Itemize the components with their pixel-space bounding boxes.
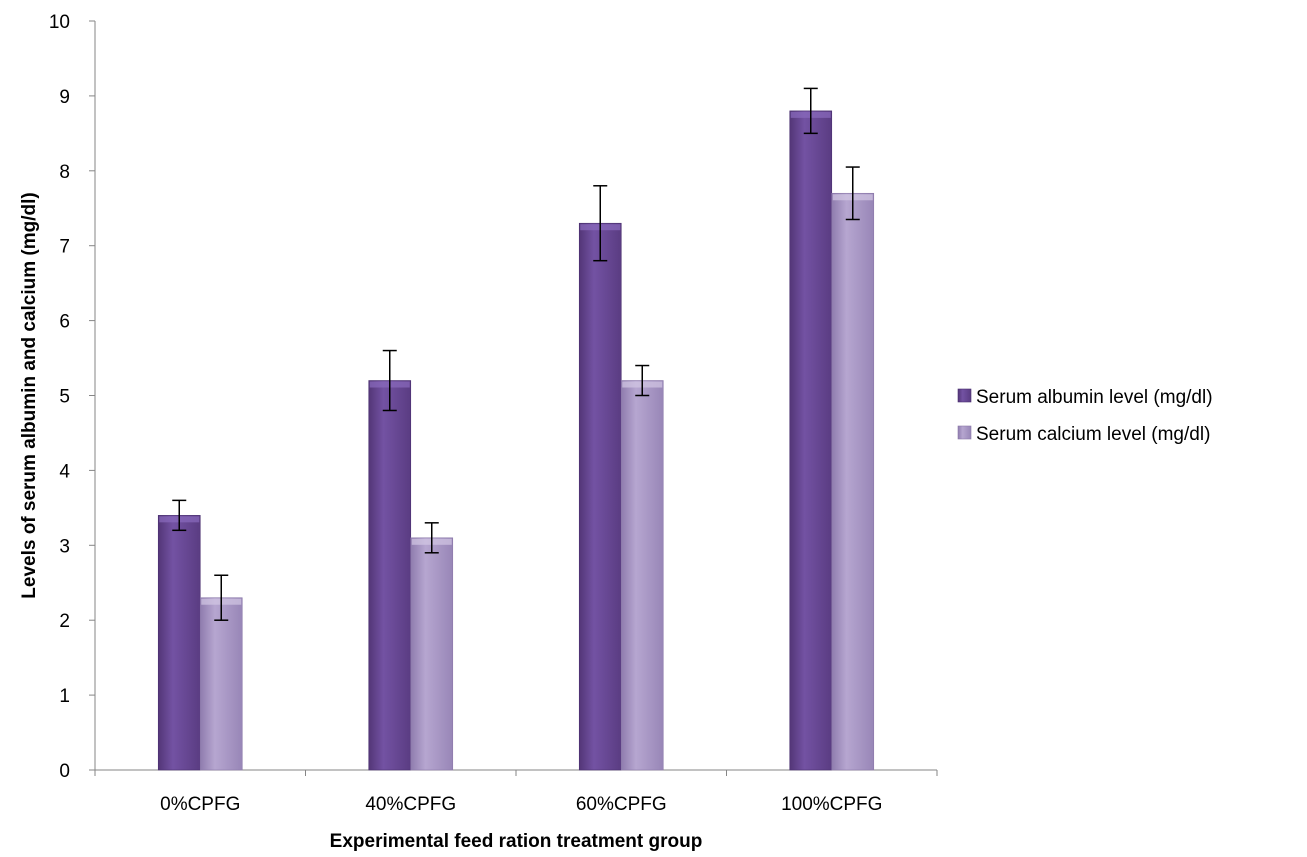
legend-label: Serum albumin level (mg/dl)	[976, 387, 1213, 408]
bars	[157, 110, 875, 771]
legend: Serum albumin level (mg/dl) Serum calcium…	[957, 387, 1213, 445]
y-axis-tick-labels: 0 1 2 3 4 5 6 7 8 9 10	[49, 12, 71, 782]
bar-series2	[831, 192, 875, 771]
x-tick-label: 0%CPFG	[160, 794, 240, 815]
x-axis-ticks	[94, 770, 938, 776]
y-axis-ticks	[89, 20, 95, 771]
y-tick-label: 8	[59, 162, 70, 183]
y-tick-label: 2	[59, 611, 70, 632]
y-tick-label: 6	[59, 312, 70, 333]
y-tick-label: 9	[59, 87, 70, 108]
bar-series2	[620, 380, 664, 771]
y-tick-label: 5	[59, 387, 70, 408]
legend-swatch	[957, 425, 972, 440]
bar-series1	[157, 515, 201, 771]
x-axis-title: Experimental feed ration treatment group	[330, 831, 703, 852]
error-bars	[172, 87, 860, 621]
y-tick-label: 7	[59, 237, 70, 258]
bar-series1	[578, 222, 622, 771]
y-tick-label: 0	[59, 761, 70, 782]
y-tick-label: 4	[59, 461, 70, 482]
x-tick-label: 100%CPFG	[781, 794, 882, 815]
y-tick-label: 10	[49, 12, 70, 33]
bar-series1	[789, 110, 833, 771]
x-tick-label: 60%CPFG	[576, 794, 667, 815]
bar-series1	[368, 380, 412, 771]
y-tick-label: 3	[59, 536, 70, 557]
y-axis-title: Levels of serum albumin and calcium (mg/…	[19, 192, 40, 598]
y-tick-label: 1	[59, 686, 70, 707]
legend-swatch	[957, 388, 972, 403]
x-axis-tick-labels: 0%CPFG 40%CPFG 60%CPFG 100%CPFG	[160, 794, 882, 815]
bar-series2	[199, 597, 243, 771]
x-tick-label: 40%CPFG	[365, 794, 456, 815]
legend-label: Serum calcium level (mg/dl)	[976, 424, 1210, 445]
bar-series2	[410, 537, 454, 771]
